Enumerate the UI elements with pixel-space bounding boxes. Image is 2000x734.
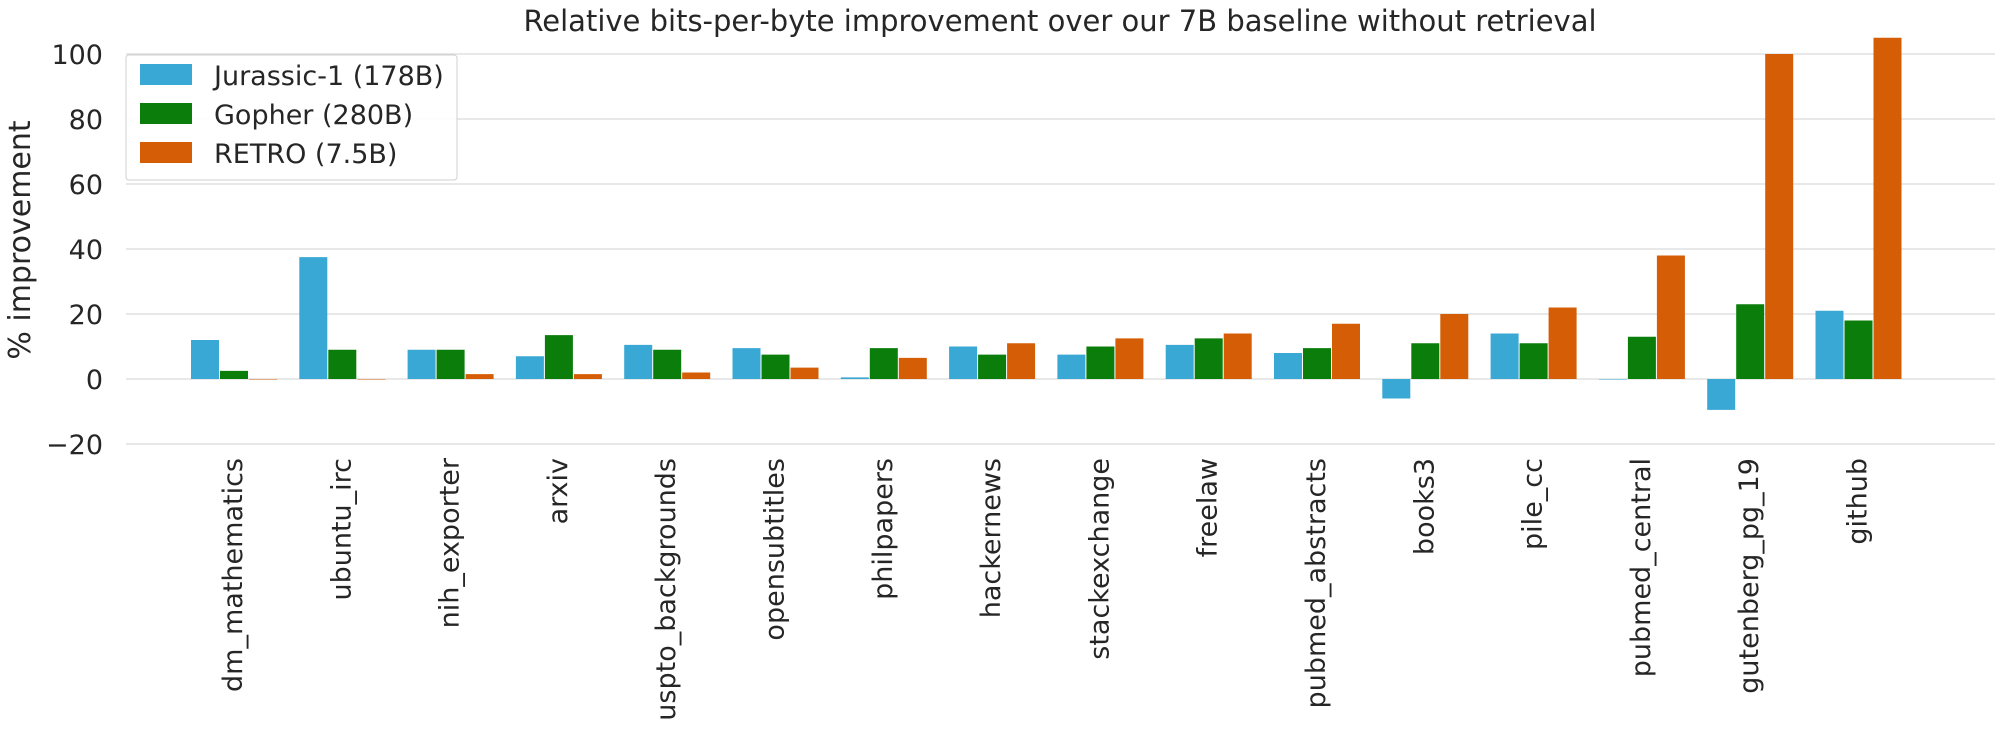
y-tick-label: 80 [69,105,103,136]
bar [840,377,869,379]
legend-swatch [140,64,192,85]
bar [1274,353,1302,379]
bar [407,349,436,379]
bar [299,257,328,379]
x-tick-label: opensubtitles [760,458,791,641]
legend-swatch [140,142,192,163]
bar [1411,343,1440,379]
legend-label: Jurassic-1 (178B) [212,61,444,92]
bar [1873,37,1902,379]
x-tick-label: gutenberg_pg_19 [1734,458,1765,694]
bar [1627,336,1656,379]
bar [249,379,277,380]
bar [1332,323,1360,379]
bar [653,349,682,379]
bar [1765,54,1794,379]
y-tick-label: 60 [69,170,103,201]
bar [436,349,465,379]
legend-label: RETRO (7.5B) [214,139,397,170]
bar [1440,314,1469,379]
bar [357,379,386,380]
legend-frame [125,54,458,181]
bar [544,335,573,379]
x-tick-label: nih_exporter [435,457,466,628]
bar [1548,307,1577,379]
legend-label: Gopher (280B) [214,100,413,131]
bar [1490,333,1519,379]
legend: Jurassic-1 (178B) Gopher (280B) RETRO (7.5… [125,54,458,181]
bar [869,348,898,379]
bar [1303,348,1331,379]
bar [1736,304,1765,379]
x-tick-label: github [1843,458,1874,545]
bar [1165,344,1194,379]
bar [1194,338,1223,379]
bar [328,349,357,379]
bar [682,372,711,379]
x-tick-label: uspto_backgrounds [651,458,682,721]
x-axis-ticks: dm_mathematics ubuntu_irc nih_exporter arxi… [218,457,1874,721]
y-tick-label: −20 [46,430,103,461]
bar [761,354,790,379]
bar [790,367,819,379]
x-tick-label: hackernews [976,458,1007,618]
bar [1382,379,1411,399]
bar [220,370,248,379]
x-tick-label: pubmed_central [1626,458,1657,677]
bar [1057,354,1086,379]
y-tick-label: 100 [51,40,103,71]
bar [191,340,219,379]
bar [624,344,653,379]
x-tick-label: pile_cc [1518,458,1549,550]
x-tick-label: arxiv [543,458,574,524]
bar [1007,343,1036,379]
x-tick-label: books3 [1409,458,1440,555]
bar [1656,255,1685,379]
bar [1707,379,1736,410]
bar [732,348,761,379]
bar [1844,320,1873,379]
bar [573,374,602,379]
y-tick-label: 40 [69,235,103,266]
bar [898,357,927,379]
legend-swatch [140,103,192,124]
bar [978,354,1007,379]
x-tick-label: philpapers [868,458,899,600]
x-tick-label: stackexchange [1084,458,1115,660]
bar [1815,310,1844,379]
y-axis-ticks: −20 0 20 40 60 80 100 [46,40,103,461]
bar [1086,346,1115,379]
bar [465,374,494,379]
bar [1115,338,1144,379]
x-tick-label: pubmed_abstracts [1301,458,1332,708]
bar [1519,343,1548,379]
chart-title: Relative bits-per-byte improvement over … [523,4,1596,38]
bar [949,346,978,379]
x-tick-label: freelaw [1193,458,1224,557]
y-tick-label: 0 [86,365,103,396]
y-axis-label: % improvement [3,120,38,360]
bar [1223,333,1252,379]
x-tick-label: ubuntu_irc [326,458,357,601]
bars [191,37,1902,410]
bar [1598,379,1627,380]
x-tick-label: dm_mathematics [218,458,249,692]
bar [515,356,544,379]
y-tick-label: 20 [69,300,103,331]
